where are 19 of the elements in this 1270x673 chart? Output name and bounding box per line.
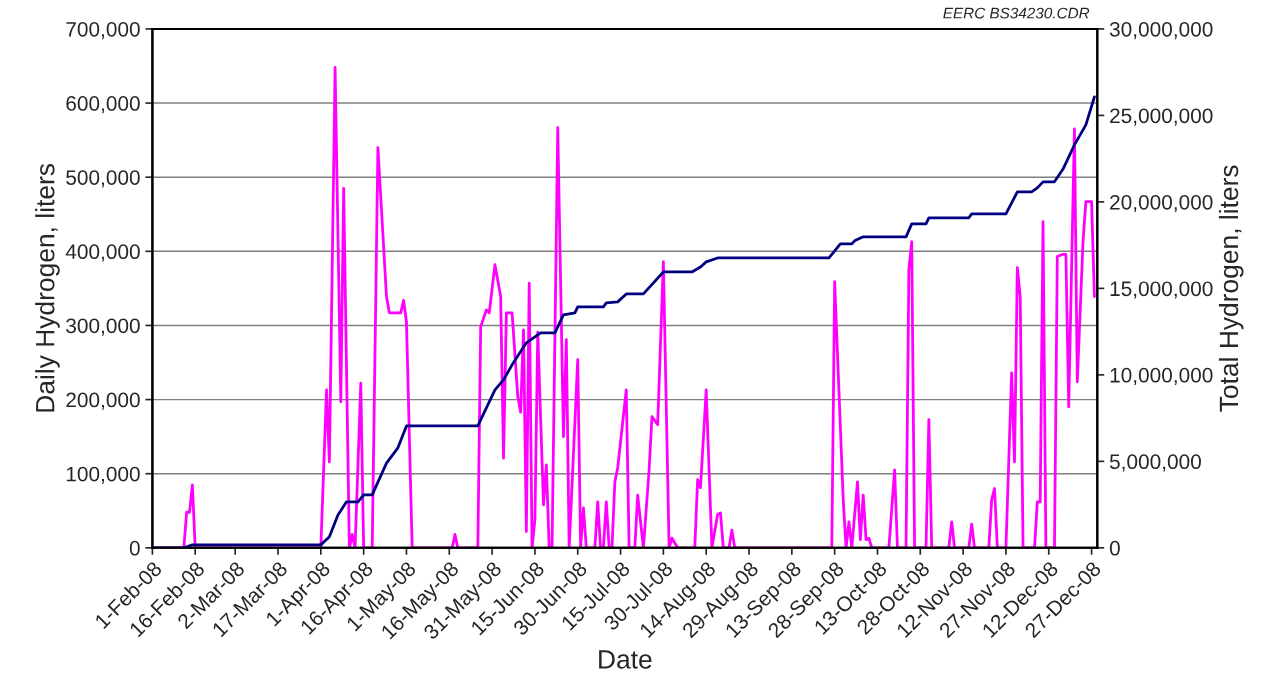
y-axis-title: Daily Hydrogen, liters (35, 163, 60, 412)
y2-axis-title: Total Hydrogen, liters (1218, 165, 1244, 412)
y2-tick-label: 0 (1109, 540, 1120, 556)
y2-tick-label: 20,000,000 (1110, 194, 1213, 213)
text: EERC BS34230.CDR (943, 7, 1090, 19)
y-tick-label: 700,000 (66, 21, 140, 40)
y-tick-label: 500,000 (66, 170, 140, 188)
x-axis-title: Date (599, 650, 652, 669)
y-tick-label: 200,000 (66, 392, 140, 410)
y-tick-label: 0 (129, 540, 140, 556)
y2-tick-label: 15,000,000 (1110, 281, 1213, 299)
y2-tick-label: 25,000,000 (1110, 108, 1213, 126)
y-tick-label: 300,000 (66, 318, 140, 336)
y-tick-label: 400,000 (65, 244, 140, 262)
y-tick-label: 600,000 (66, 96, 140, 114)
y2-tick-label: 5,000,000 (1109, 454, 1201, 472)
y-tick-label: 100,000 (66, 466, 140, 484)
y2-tick-label: 10,000,000 (1110, 367, 1213, 386)
y2-tick-label: 30,000,000 (1109, 21, 1213, 40)
